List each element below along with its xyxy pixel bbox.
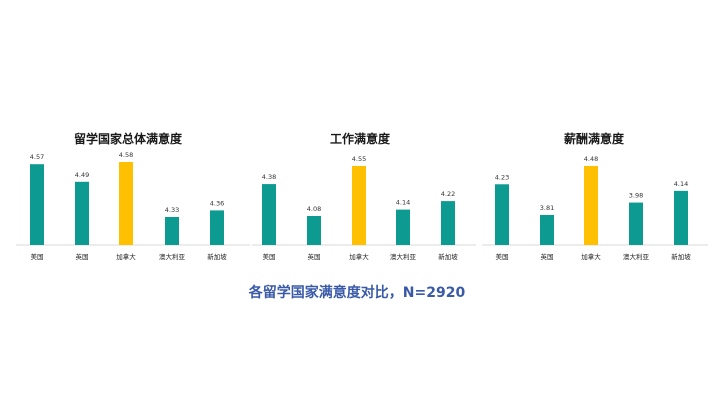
data-label: 4.55 [352,155,366,163]
data-label: 4.33 [165,206,179,214]
chart-title: 薪酬满意度 [564,131,625,146]
data-label: 4.38 [262,173,276,181]
data-label: 4.49 [75,171,89,179]
category-label: 英国 [308,252,321,261]
data-label: 4.08 [307,205,321,213]
data-label: 4.58 [119,151,133,159]
data-label: 4.57 [30,153,44,161]
bar [262,184,276,245]
bar [119,162,133,245]
category-label: 英国 [541,252,554,261]
bar [495,184,509,245]
category-label: 美国 [31,252,44,261]
data-label: 3.81 [540,204,554,212]
category-label: 加拿大 [116,252,136,261]
category-label: 美国 [496,252,509,261]
data-label: 4.22 [441,190,455,198]
data-label: 4.14 [674,180,688,188]
category-label: 加拿大 [581,252,601,261]
bar [210,210,224,245]
category-label: 加拿大 [349,252,369,261]
bar [674,190,688,245]
data-label: 3.98 [629,192,643,200]
bar [30,164,44,245]
bar [629,202,643,245]
chart-panel-3: 薪酬满意度 4.23 美国 3.81 英国 4.48 加拿大 3.98 澳大利亚 4.14 新加坡 [482,131,708,261]
category-label: 澳大利亚 [390,252,417,261]
figure-caption: 各留学国家满意度对比，N=2920 [248,285,466,301]
bar [307,216,321,245]
chart-title: 工作满意度 [330,131,391,146]
bar [352,166,366,245]
chart-title: 留学国家总体满意度 [74,131,183,146]
category-label: 新加坡 [438,252,458,261]
category-label: 美国 [263,252,276,261]
data-label: 4.36 [210,199,224,207]
data-label: 4.14 [396,199,410,207]
chart-panel-2: 工作满意度 4.38 美国 4.08 英国 4.55 加拿大 4.14 澳大利亚 4.22 新加坡 [252,131,476,261]
category-label: 英国 [76,252,89,261]
bar [540,215,554,245]
bar [441,201,455,245]
bar [165,217,179,245]
data-label: 4.48 [584,155,598,163]
bar [75,181,89,245]
category-label: 澳大利亚 [159,252,186,261]
category-label: 澳大利亚 [623,252,650,261]
bar [396,209,410,245]
category-label: 新加坡 [207,252,227,261]
chart-panel-1: 留学国家总体满意度 4.57 美国 4.49 英国 4.58 加拿大 4.33 澳大利亚 4.36… [16,131,250,261]
bar [584,166,598,245]
category-label: 新加坡 [671,252,691,261]
data-label: 4.23 [495,173,509,181]
